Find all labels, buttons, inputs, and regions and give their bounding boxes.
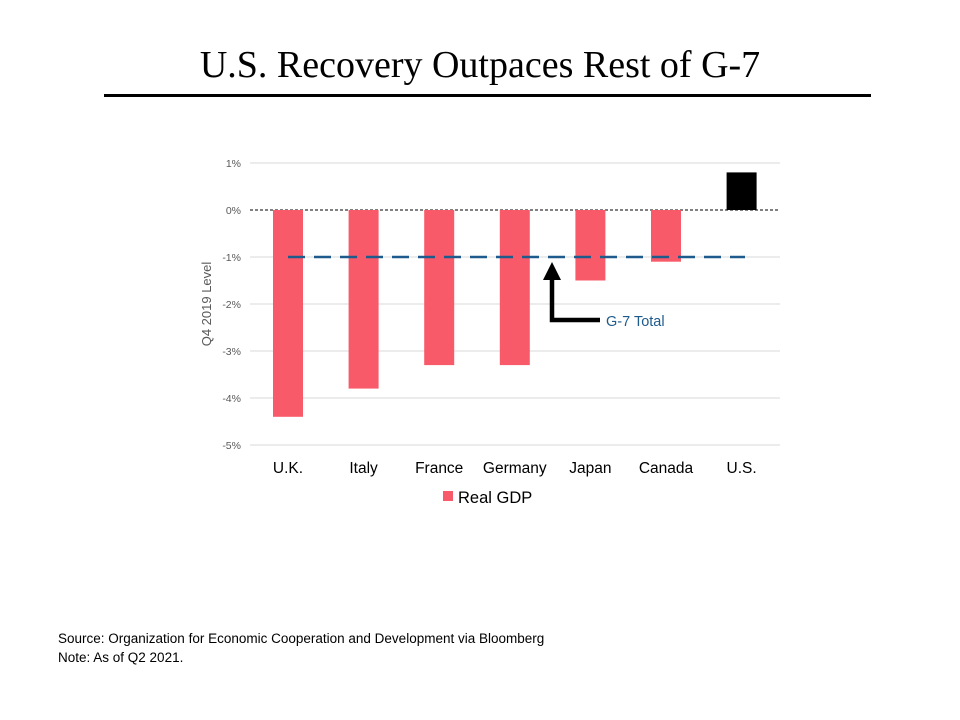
page-title: U.S. Recovery Outpaces Rest of G-7 — [199, 44, 761, 86]
legend-label: Real GDP — [458, 489, 532, 507]
bar-canada — [651, 210, 681, 262]
x-tick-label: Canada — [639, 460, 694, 477]
y-tick-label: -3% — [222, 346, 241, 358]
footnotes: Source: Organization for Economic Cooper… — [58, 629, 544, 667]
x-tick-label: Japan — [569, 460, 611, 477]
y-axis-label: Q4 2019 Level — [199, 262, 214, 347]
y-tick-label: 0% — [226, 205, 241, 217]
g7-arrow — [549, 278, 600, 323]
g7-arrowhead — [543, 262, 561, 280]
bar-france — [424, 210, 455, 366]
reference-line-group: G-7 Total — [288, 255, 745, 330]
title-rule — [104, 94, 871, 97]
y-tick-label: 1% — [226, 158, 241, 170]
x-tick-label: Germany — [483, 460, 547, 477]
legend-swatch — [443, 491, 453, 501]
y-tick-label: -5% — [222, 440, 241, 452]
bar-japan — [575, 210, 606, 281]
x-tick-label: France — [415, 460, 463, 477]
gdp-bar-chart: G-7 Total 1% 0% -1% -2% -3% -4% -5% Q4 2019 Lev… — [199, 158, 780, 507]
bars — [273, 172, 757, 417]
y-tick-label: -1% — [222, 252, 241, 264]
bar-germany — [499, 210, 530, 366]
axis-ticks: 1% 0% -1% -2% -3% -4% -5% Q4 2019 Level U.K. Ital… — [199, 158, 757, 477]
bar-italy — [348, 210, 379, 389]
as-of-note: Note: As of Q2 2021. — [58, 650, 184, 665]
bar-uk — [273, 210, 303, 417]
x-tick-label: U.K. — [273, 460, 303, 477]
y-tick-label: -4% — [222, 393, 241, 405]
source-note: Source: Organization for Economic Cooper… — [58, 631, 545, 646]
x-tick-label: U.S. — [727, 460, 757, 477]
y-tick-label: -2% — [222, 299, 241, 311]
bar-us — [726, 172, 757, 210]
legend: Real GDP — [443, 489, 532, 507]
x-tick-label: Italy — [349, 460, 378, 477]
g7-total-label: G-7 Total — [606, 314, 665, 330]
